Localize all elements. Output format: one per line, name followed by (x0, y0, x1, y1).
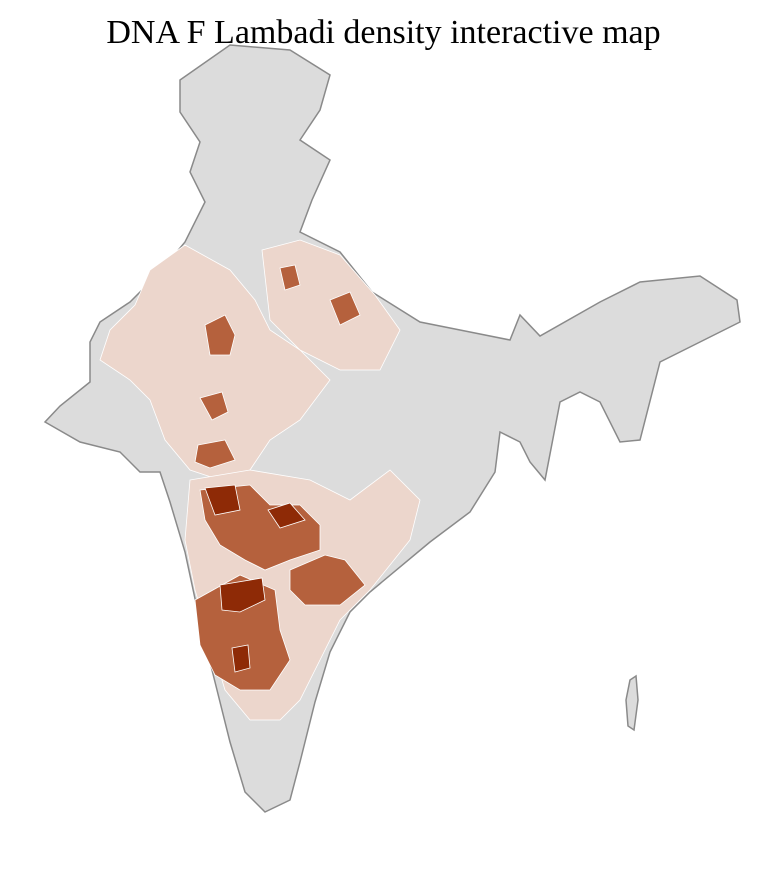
region-medium-5 (329, 291, 361, 326)
region-medium-2 (199, 391, 229, 421)
map-title: DNA F Lambadi density interactive map (106, 14, 661, 51)
andaman-islands (625, 674, 639, 732)
country-base (43, 44, 741, 813)
region-medium-4 (279, 264, 301, 291)
region-medium-7 (289, 554, 366, 606)
region-high-3 (219, 577, 266, 613)
region-high-1 (204, 484, 241, 516)
region-high-4 (231, 644, 251, 673)
region-high-2 (267, 502, 306, 529)
region-medium-3 (194, 439, 236, 469)
high-density-regions (204, 484, 306, 673)
region-medium-1 (204, 314, 236, 356)
